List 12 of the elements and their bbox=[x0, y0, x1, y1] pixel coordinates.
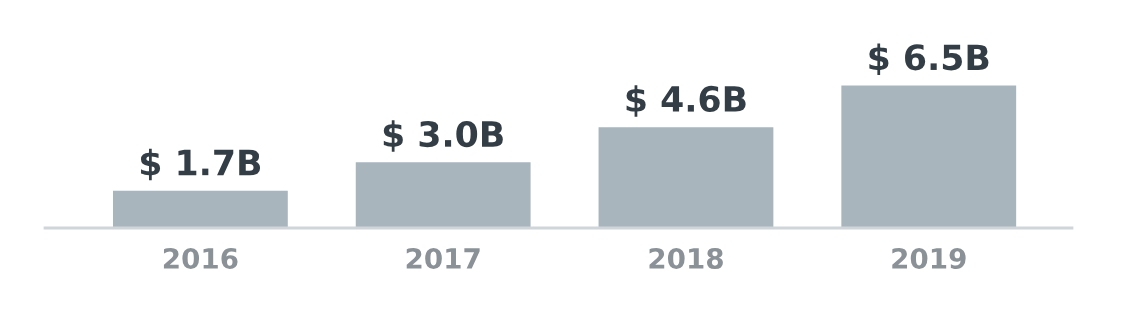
data-label: $ 4.6B bbox=[626, 85, 746, 117]
data-label: $ 1.7B bbox=[140, 148, 261, 181]
bar bbox=[598, 127, 774, 228]
x-tick-label: 2017 bbox=[406, 247, 480, 269]
data-label: $ 6.5B bbox=[869, 43, 989, 76]
x-tick-label: 2016 bbox=[163, 247, 238, 269]
data-label: $ 3.0B bbox=[383, 120, 503, 152]
x-tick-label: 2019 bbox=[892, 247, 966, 269]
bar bbox=[112, 190, 288, 228]
bar bbox=[841, 85, 1017, 228]
x-tick-label: 2018 bbox=[649, 247, 723, 269]
bar bbox=[355, 162, 531, 228]
